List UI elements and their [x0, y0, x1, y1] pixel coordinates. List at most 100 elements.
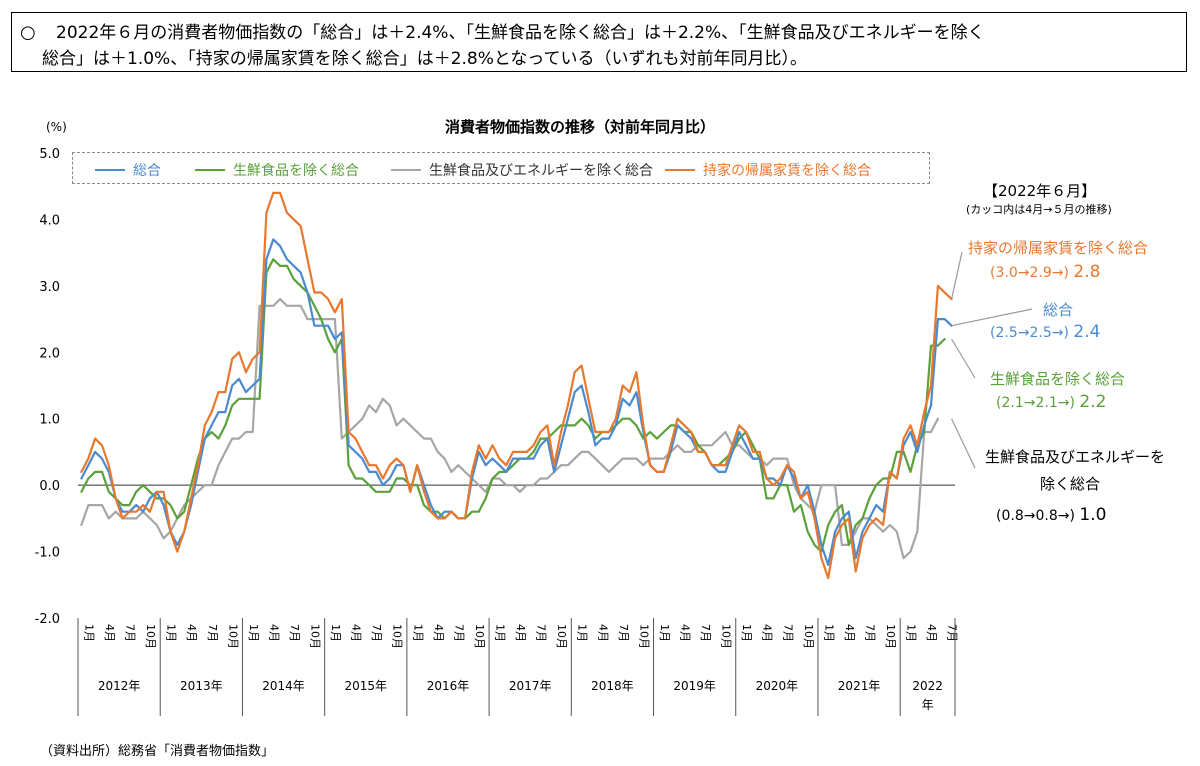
- x-tick-label: 7月: [864, 624, 877, 642]
- x-tick-label: 7月: [124, 624, 137, 642]
- annotation-blue-values: (2.5→2.5→) 2.4: [990, 322, 1100, 342]
- legend-swatch-total: [95, 169, 125, 171]
- x-tick-label: 4月: [843, 624, 856, 642]
- x-tick-label: 1月: [576, 624, 589, 642]
- summary-line-2: 総合」は＋1.0%、「持家の帰属家賃を除く総合」は＋2.8%となっている（いずれ…: [42, 49, 808, 69]
- leader-core-core: [951, 418, 976, 469]
- x-tick-label: 4月: [679, 624, 692, 642]
- x-tick-label: 7月: [452, 624, 465, 642]
- leader-total: [951, 308, 1033, 327]
- year-label: 2012年: [98, 679, 141, 693]
- x-tick-label: 7月: [206, 624, 219, 642]
- legend-label-excl-rent: 持家の帰属家賃を除く総合: [703, 163, 871, 179]
- x-tick-label: 1月: [411, 624, 424, 642]
- year-label: 2021年: [838, 679, 881, 693]
- x-tick-label: 4月: [267, 624, 280, 642]
- x-tick-label: 1月: [165, 624, 178, 642]
- annotation-blue-prev: (2.5→2.5→): [990, 325, 1069, 341]
- annotation-orange-prev: (3.0→2.9→): [990, 265, 1069, 281]
- x-tick-label: 4月: [761, 624, 774, 642]
- year-label: 2016年: [427, 679, 470, 693]
- legend-swatch-excl-rent: [665, 169, 695, 171]
- legend-item-core-core: 生鮮食品及びエネルギーを除く総合: [391, 160, 653, 180]
- x-tick-label: 4月: [925, 624, 938, 642]
- x-tick-label: 4月: [596, 624, 609, 642]
- legend-item-core: 生鮮食品を除く総合: [195, 160, 359, 180]
- x-tick-label: 10月: [720, 624, 733, 649]
- series-excl-rent-line: [80, 191, 953, 580]
- x-tick-label: 4月: [103, 624, 116, 642]
- summary-bullet: ○: [20, 22, 36, 43]
- annotation-orange-values: (3.0→2.9→) 2.8: [990, 262, 1100, 282]
- chart-legend: 総合 生鮮食品を除く総合 生鮮食品及びエネルギーを除く総合 持家の帰属家賃を除く…: [72, 152, 930, 184]
- x-tick-label: 1月: [494, 624, 507, 642]
- x-tick-label: 10月: [555, 624, 568, 649]
- legend-item-total: 総合: [95, 160, 161, 180]
- y-tick-label: -2.0: [35, 612, 60, 627]
- annotation-gray-val: 1.0: [1079, 505, 1107, 525]
- x-tick-label: 1月: [247, 624, 260, 642]
- x-tick-label: 4月: [185, 624, 198, 642]
- x-tick-label: 1月: [822, 624, 835, 642]
- x-tick-label: 4月: [514, 624, 527, 642]
- annotation-gray-prev: (0.8→0.8→): [996, 508, 1075, 524]
- y-tick-label: 2.0: [39, 346, 60, 361]
- year-label: 2017年: [509, 679, 552, 693]
- leader-core: [951, 338, 976, 379]
- y-tick-label: -1.0: [35, 546, 60, 561]
- x-tick-label: 10月: [884, 624, 897, 649]
- year-label: 2015年: [344, 679, 387, 693]
- year-label: 2020年: [756, 679, 799, 693]
- x-tick-label: 7月: [288, 624, 301, 642]
- series-total-line: [80, 238, 953, 567]
- y-tick-label: 3.0: [39, 280, 60, 295]
- legend-label-core: 生鮮食品を除く総合: [233, 163, 359, 179]
- series-core-line: [80, 258, 946, 553]
- series-core-core-line: [80, 298, 940, 560]
- x-tick-label: 7月: [535, 624, 548, 642]
- x-tick-label: 7月: [781, 624, 794, 642]
- y-tick-label: 1.0: [39, 413, 60, 428]
- legend-label-core-core: 生鮮食品及びエネルギーを除く総合: [429, 163, 653, 179]
- year-label: 2018年: [591, 679, 634, 693]
- x-tick-label: 1月: [740, 624, 753, 642]
- x-tick-label: 7月: [370, 624, 383, 642]
- annotation-green-values: (2.1→2.1→) 2.2: [996, 392, 1106, 412]
- x-tick-label: 10月: [473, 624, 486, 649]
- legend-item-excl-rent: 持家の帰属家賃を除く総合: [665, 160, 871, 180]
- source-note: （資料出所）総務省「消費者物価指数」: [40, 744, 275, 759]
- annotation-green-prev: (2.1→2.1→): [996, 395, 1075, 411]
- annotation-blue-val: 2.4: [1073, 322, 1101, 342]
- annotation-orange-name: 持家の帰属家賃を除く総合: [968, 239, 1149, 257]
- x-tick-label: 7月: [946, 624, 959, 642]
- summary-box: ○ 2022年６月の消費者物価指数の「総合」は＋2.4%、「生鮮食品を除く総合」…: [11, 12, 1187, 72]
- x-tick-label: 10月: [391, 624, 404, 649]
- annotation-subheader: (カッコ内は4月→５月の推移): [966, 203, 1112, 216]
- annotation-orange-val: 2.8: [1073, 262, 1101, 282]
- annotation-green-val: 2.2: [1079, 392, 1107, 412]
- legend-label-total: 総合: [133, 163, 161, 179]
- year-label: 2019年: [673, 679, 716, 693]
- annotation-header: 【2022年６月】: [983, 182, 1097, 200]
- y-tick-label: 0.0: [39, 479, 60, 494]
- year-label-2022: 2022: [912, 679, 943, 693]
- x-tick-label: 10月: [144, 624, 157, 649]
- x-tick-label: 1月: [905, 624, 918, 642]
- y-tick-label: 5.0: [39, 147, 60, 162]
- y-axis-unit: (%): [46, 120, 67, 134]
- annotation-gray-name-1: 生鮮食品及びエネルギーを: [985, 448, 1166, 466]
- annotation-gray-values: (0.8→0.8→) 1.0: [996, 505, 1106, 525]
- x-tick-label: 1月: [82, 624, 95, 642]
- x-tick-label: 10月: [226, 624, 239, 649]
- leader-excl-rent: [950, 251, 963, 300]
- year-label: 2013年: [180, 679, 223, 693]
- year-label-2022-suffix: 年: [922, 698, 934, 712]
- x-tick-label: 10月: [802, 624, 815, 649]
- x-tick-label: 7月: [617, 624, 630, 642]
- x-tick-label: 1月: [658, 624, 671, 642]
- legend-swatch-core-core: [391, 169, 421, 171]
- x-tick-label: 4月: [432, 624, 445, 642]
- chart-title: 消費者物価指数の推移（対前年同月比）: [444, 118, 715, 136]
- year-label: 2014年: [262, 679, 305, 693]
